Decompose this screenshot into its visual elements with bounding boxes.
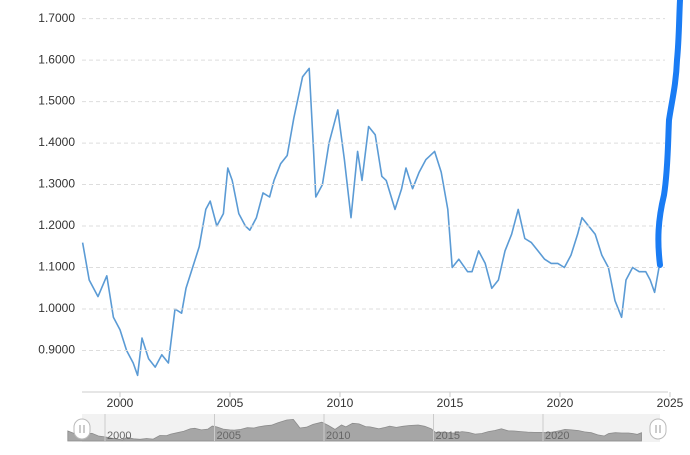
navigator: 2000 2005 2010 2015 2020 [67, 414, 642, 442]
y-tick-label: 1.0000 [38, 301, 75, 315]
y-tick-label: 1.7000 [38, 11, 75, 25]
navigator-label: 2000 [107, 430, 131, 442]
y-tick-label: 1.1000 [38, 260, 75, 274]
y-tick-label: 1.4000 [38, 135, 75, 149]
y-tick-label: 1.2000 [38, 218, 75, 232]
y-tick-label: 1.3000 [38, 177, 75, 191]
x-tick-label: 2025 [657, 396, 684, 410]
x-tick-label: 2005 [217, 396, 244, 410]
x-tick-label: 2015 [437, 396, 464, 410]
x-tick-label: 2010 [327, 396, 354, 410]
navigator-label: 2005 [217, 430, 241, 442]
navigator-label: 2020 [545, 430, 569, 442]
y-tick-label: 0.9000 [38, 343, 75, 357]
navigator-label: 2015 [436, 430, 460, 442]
series-line [81, 67, 660, 377]
scroll-highlight [655, 0, 683, 268]
x-tick-label: 2000 [107, 396, 134, 410]
navigator-handle-left[interactable] [73, 418, 91, 440]
navigator-label: 2010 [326, 430, 350, 442]
navigator-area [67, 418, 642, 442]
x-tick-label: 2020 [547, 396, 574, 410]
navigator-handle-right[interactable] [649, 418, 667, 440]
y-tick-label: 1.6000 [38, 52, 75, 66]
y-tick-label: 1.5000 [38, 94, 75, 108]
